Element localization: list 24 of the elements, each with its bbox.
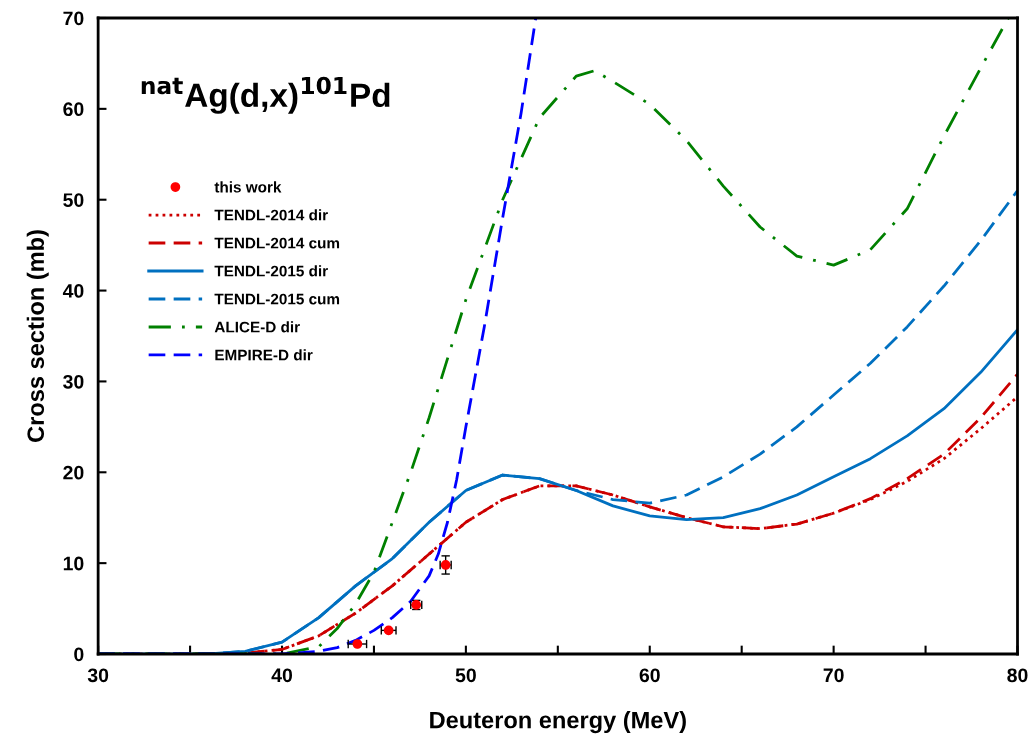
legend-label: TENDL-2014 cum [214, 237, 340, 249]
legend-label: this work [214, 181, 282, 193]
legend-label: ALICE-D dir [214, 321, 300, 333]
legend-label: TENDL-2015 dir [214, 265, 328, 277]
x-tick-label: 80 [1007, 668, 1028, 683]
y-tick-label: 50 [63, 193, 84, 207]
legend-label: EMPIRE-D dir [215, 349, 313, 361]
y-axis-title: Cross section (mb) [26, 230, 49, 442]
legend-label: TENDL-2014 dir [214, 209, 328, 221]
x-axis-title: Deuteron energy (MeV) [430, 711, 686, 734]
x-tick-label: 30 [87, 668, 109, 683]
x-tick-label: 40 [271, 668, 293, 683]
x-tick-label: 70 [823, 668, 844, 683]
y-tick-label: 60 [63, 102, 84, 117]
x-tick-label: 60 [639, 668, 660, 683]
text: $^{nat}$Ag(d,x)$^{101}$Pd [141, 76, 390, 114]
y-tick-label: 30 [63, 374, 84, 389]
y-tick-label: 20 [63, 465, 84, 480]
y-tick-label: 70 [63, 11, 84, 26]
x-tick-label: 50 [455, 668, 476, 683]
y-tick-label: 10 [63, 556, 84, 571]
y-tick-label: 0 [74, 647, 84, 662]
y-tick-label: 40 [62, 284, 84, 298]
legend-label: TENDL-2015 cum [214, 293, 340, 305]
